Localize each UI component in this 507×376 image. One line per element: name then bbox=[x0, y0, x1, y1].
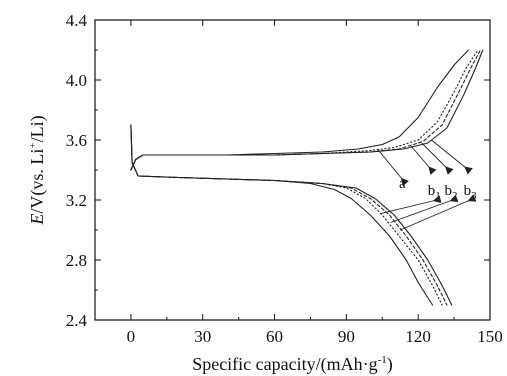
x-tick-label: 30 bbox=[194, 327, 211, 346]
y-tick-label: 2.4 bbox=[66, 311, 88, 330]
x-tick-label: 60 bbox=[266, 327, 283, 346]
y-tick-label: 3.2 bbox=[66, 191, 87, 210]
arrow-a bbox=[377, 148, 409, 187]
arrow-b1 bbox=[410, 145, 437, 175]
arrow-b3 bbox=[431, 139, 473, 175]
y-tick-label: 4.0 bbox=[66, 71, 87, 90]
annotations-layer: a b1 b2 b3 bbox=[377, 139, 478, 231]
x-tick-label: 90 bbox=[338, 327, 355, 346]
curve-b1-charge bbox=[130, 49, 479, 171]
curve-b3-charge bbox=[130, 49, 484, 171]
x-axis-label: Specific capacity/(mAh·g-1) bbox=[192, 354, 393, 375]
y-tick-label: 2.8 bbox=[66, 251, 87, 270]
curve-b1-discharge bbox=[130, 124, 443, 306]
arrow-b2 bbox=[421, 142, 454, 175]
plot-frame bbox=[94, 19, 491, 321]
x-tick-label: 120 bbox=[405, 327, 431, 346]
curve-a-charge bbox=[130, 49, 470, 171]
curve-b3-discharge bbox=[130, 124, 453, 306]
label-a: a bbox=[399, 176, 406, 192]
arrow-b2 bbox=[390, 194, 459, 223]
x-tick-label: 150 bbox=[477, 327, 503, 346]
y-axis-label: E/V(vs. Li+/Li) bbox=[27, 115, 48, 225]
x-tick-label: 0 bbox=[127, 327, 136, 346]
label-b2: b2 bbox=[445, 183, 458, 202]
label-b1: b1 bbox=[428, 183, 441, 202]
ticks-layer: 0 30 60 90 120 150 2.4 2.8 3.2 3.6 4.0 4.4 bbox=[66, 11, 503, 346]
arrow-b1 bbox=[380, 195, 442, 214]
curves-layer bbox=[130, 49, 484, 306]
label-b3: b3 bbox=[464, 183, 478, 202]
curve-a-discharge bbox=[130, 124, 434, 306]
y-tick-label: 3.6 bbox=[66, 131, 87, 150]
curve-b2-discharge bbox=[130, 124, 448, 306]
y-tick-label: 4.4 bbox=[66, 11, 88, 30]
arrow-b3 bbox=[400, 194, 477, 231]
